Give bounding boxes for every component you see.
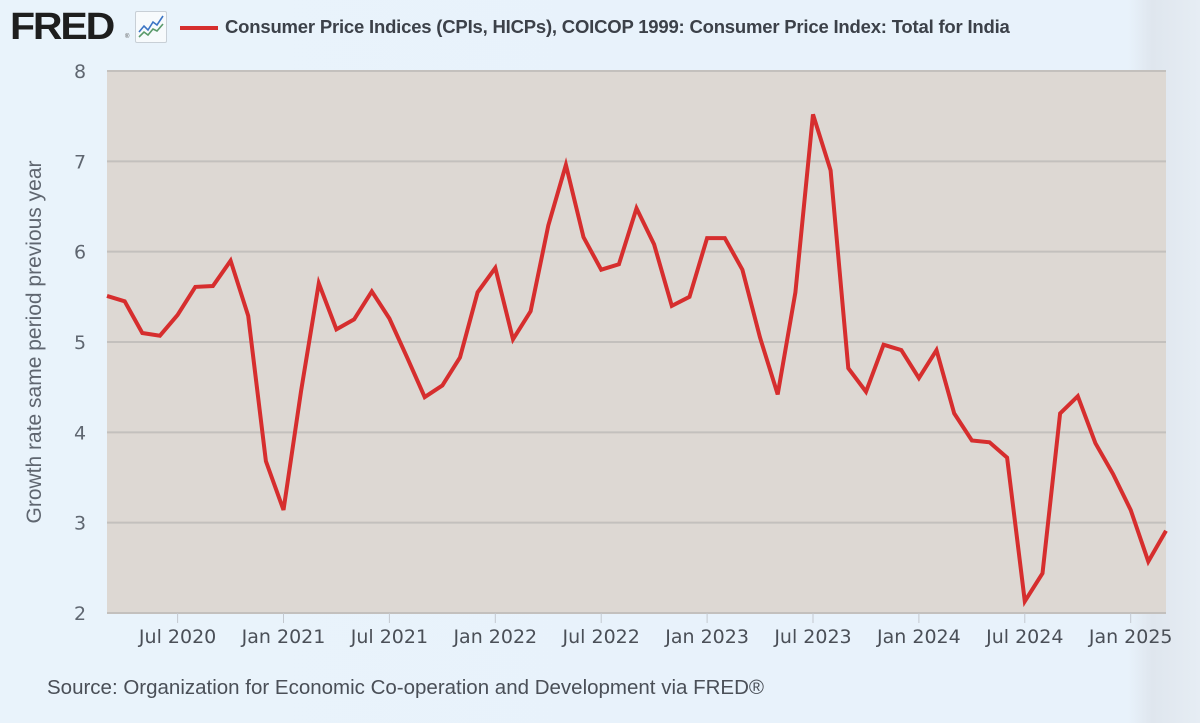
- y-tick-label: 5: [74, 332, 86, 354]
- legend-label: Consumer Price Indices (CPIs, HICPs), CO…: [225, 16, 1010, 37]
- x-tick-label: Jan 2024: [876, 626, 961, 648]
- x-tick-label: Jul 2022: [562, 626, 640, 648]
- y-tick-label: 6: [74, 242, 86, 264]
- x-tick-label: Jul 2020: [138, 626, 216, 648]
- y-tick-label: 7: [74, 151, 86, 173]
- y-tick-label: 2: [74, 603, 86, 625]
- series-line: [106, 113, 1168, 608]
- y-tick-label: 3: [74, 513, 86, 535]
- chart-header: FRED ® Consumer Price Indices (CPIs, HIC…: [0, 0, 1200, 56]
- line-chart-icon[interactable]: [135, 11, 167, 43]
- x-tick-label: Jul 2021: [350, 626, 428, 648]
- x-axis-ticks: Jul 2020 Jan 2021 Jul 2021 Jan 2022 Jul 2022…: [138, 613, 1173, 648]
- x-tick-label: Jan 2025: [1088, 626, 1173, 648]
- y-tick-label: 8: [74, 61, 86, 83]
- x-tick-label: Jan 2021: [241, 626, 326, 648]
- y-axis-ticks: 2 3 4 5 6 7 8: [74, 61, 86, 625]
- registered-mark: ®: [125, 34, 130, 40]
- legend-swatch: [180, 26, 218, 30]
- y-tick-label: 4: [74, 422, 86, 444]
- source-note: Source: Organization for Economic Co-ope…: [47, 676, 764, 699]
- x-tick-label: Jul 2024: [985, 626, 1063, 648]
- x-tick-label: Jan 2022: [452, 626, 537, 648]
- fred-logo[interactable]: FRED: [10, 6, 115, 48]
- x-tick-label: Jul 2023: [773, 626, 851, 648]
- x-tick-label: Jan 2023: [664, 626, 749, 648]
